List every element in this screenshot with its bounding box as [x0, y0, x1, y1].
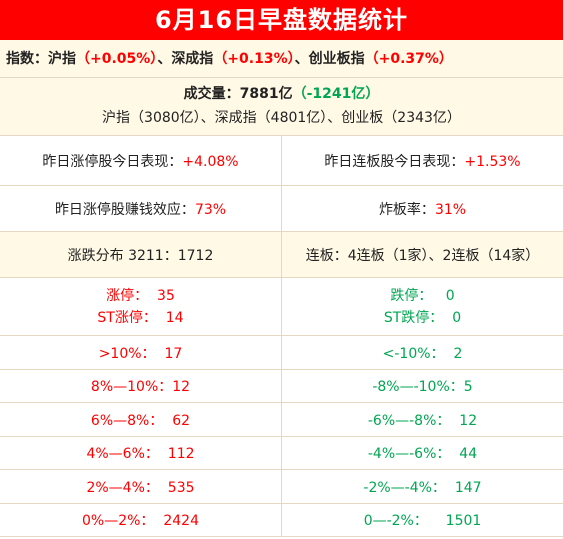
indices-row: 指数：沪指（+0.05%）、深成指（+0.13%）、创业板指（+0.37%） [0, 40, 563, 78]
range-down-label: 0—-2%： [363, 513, 428, 529]
cy-index-change: （+0.37%） [364, 51, 453, 67]
limit-down-label: 跌停： [390, 287, 433, 304]
sz-index-change: （+0.13%） [213, 51, 295, 67]
range-down-value: 44 [459, 446, 478, 462]
range-row: 4%—6%： 112 -4%—-6%： 44 [0, 437, 563, 470]
effect-row: 昨日涨停股赚钱效应：73% 炸板率：31% [0, 186, 563, 232]
limit-up-label: 涨停： [106, 287, 149, 304]
range-up-value: 62 [172, 412, 191, 429]
range-up-label: 0%—2%： [82, 513, 155, 529]
separator: 、 [157, 51, 172, 67]
st-limit-up-label: ST涨停： [97, 309, 157, 326]
break-rate-value: 31% [434, 201, 467, 218]
range-up-value: 112 [167, 446, 195, 462]
consecutive-today-label: 昨日连板股今日表现： [324, 153, 465, 170]
profit-effect-label: 昨日涨停股赚钱效应： [54, 201, 195, 218]
range-up-label: 4%—6%： [86, 446, 159, 462]
range-up-label: >10%： [98, 345, 156, 362]
limit-up-today-label: 昨日涨停股今日表现： [42, 153, 183, 170]
range-row: 6%—8%： 62 -6%—-8%： 12 [0, 403, 563, 437]
range-row: >10%： 17 <-10%： 2 [0, 336, 563, 370]
range-row: 8%—10%：12 -8%—-10%：5 [0, 370, 563, 403]
separator: 、 [294, 51, 309, 67]
limit-row: 涨停： 35 ST涨停： 14 跌停： 0 ST跌停： 0 [0, 278, 563, 336]
st-limit-up-value: 14 [165, 309, 184, 326]
limit-down-value: 0 [445, 287, 455, 304]
range-up-label: 2%—4%： [86, 479, 159, 496]
volume-change: （-1241亿） [292, 86, 380, 102]
volume-breakdown: 沪指（3080亿）、深成指（4801亿）、创业板（2343亿） [102, 110, 461, 126]
range-row: 2%—4%： 535 -2%—-4%： 147 [0, 470, 563, 504]
indices-label: 指数： [6, 51, 48, 67]
performance-row: 昨日涨停股今日表现：+4.08% 昨日连板股今日表现：+1.53% [0, 136, 563, 186]
volume-total: 7881亿 [239, 86, 293, 102]
range-down-label: <-10%： [382, 345, 445, 362]
limit-up-value: 35 [157, 287, 175, 304]
range-up-value: 2424 [163, 513, 199, 529]
cy-index-name: 创业板指 [308, 51, 365, 67]
sh-index-name: 沪指 [48, 51, 76, 67]
range-down-value: 2 [453, 345, 463, 362]
consecutive-today-value: +1.53% [464, 153, 521, 170]
st-limit-down-label: ST跌停： [383, 309, 444, 326]
range-down-label: -4%—-6%： [367, 446, 451, 462]
sz-index-name: 深成指 [171, 51, 214, 67]
range-down-value: 12 [459, 412, 478, 429]
limit-up-today-value: +4.08% [182, 153, 239, 170]
page-title: 6月16日早盘数据统计 [0, 0, 563, 40]
distribution-text: 涨跌分布 3211：1712 [0, 232, 282, 277]
range-up-label: 6%—8%： [90, 412, 164, 429]
consecutive-boards-text: 连板：4连板（1家）、2连板（14家） [305, 247, 540, 264]
volume-label: 成交量： [183, 86, 240, 102]
range-up-value: 535 [167, 479, 195, 496]
range-down-label: -2%—-4%： [363, 479, 446, 496]
range-up-label: 8%—10%： [90, 379, 173, 395]
distribution-row: 涨跌分布 3211：1712 连板：4连板（1家）、2连板（14家） [0, 232, 563, 278]
volume-row: 成交量：7881亿（-1241亿） 沪指（3080亿）、深成指（4801亿）、创… [0, 78, 563, 136]
range-row: 0%—2%： 2424 0—-2%： 1501 [0, 504, 563, 537]
range-down-value: 1501 [445, 513, 482, 529]
range-down-value: 147 [454, 479, 482, 496]
range-down-label: -6%—-8%： [367, 412, 451, 429]
sh-index-change: （+0.05%） [76, 51, 158, 67]
range-up-value: 17 [164, 345, 183, 362]
profit-effect-value: 73% [194, 201, 227, 218]
range-down-value: 5 [463, 379, 473, 395]
range-up-value: 12 [172, 379, 191, 395]
break-rate-label: 炸板率： [378, 201, 435, 218]
st-limit-down-value: 0 [452, 309, 462, 326]
range-down-label: -8%—-10%： [372, 379, 464, 395]
